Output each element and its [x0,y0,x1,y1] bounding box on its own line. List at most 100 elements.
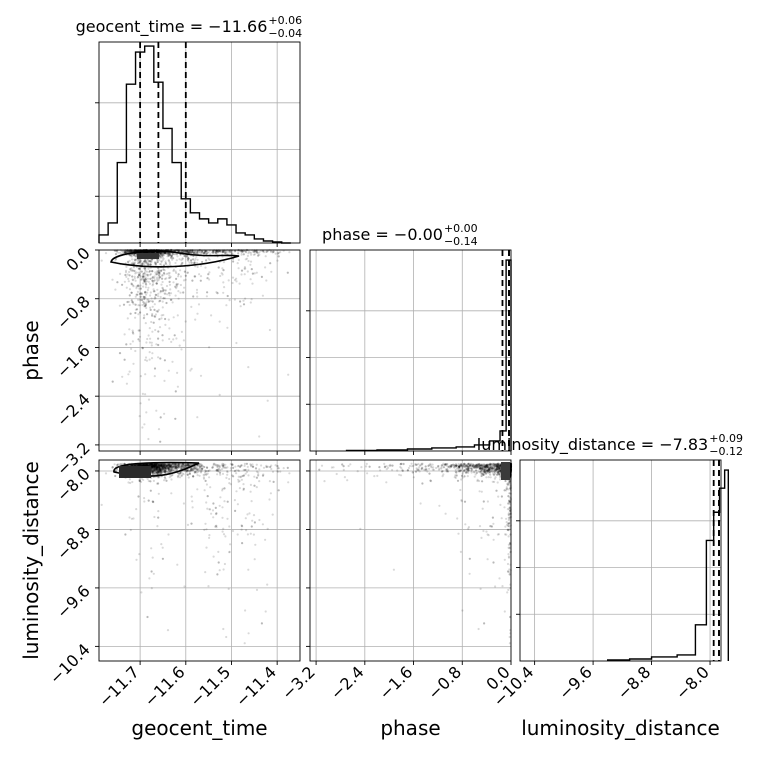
scatter-point [157,510,160,513]
scatter-point [215,251,218,254]
scatter-point [231,463,234,466]
scatter-point [142,478,145,481]
scatter-point [157,272,160,275]
scatter-point [261,474,265,477]
scatter-point [187,257,190,260]
scatter-point [163,292,166,295]
scatter-point [137,273,141,277]
scatter-point [255,271,258,274]
scatter-point [235,472,238,475]
scatter-point [132,254,135,257]
scatter-point [277,467,280,470]
scatter-point [177,275,180,278]
scatter-point [159,440,162,443]
scatter-point [128,303,131,307]
scatter-point [174,417,177,420]
scatter-point [133,275,136,278]
scatter-point [217,266,220,269]
scatter-point [167,464,170,467]
scatter-point [253,250,256,253]
scatter-point [144,322,147,325]
scatter-point [119,251,122,254]
scatter-point [270,270,273,273]
scatter-point [148,358,151,361]
scatter-point [232,466,235,469]
scatter-point [179,291,182,294]
scatter-point [161,306,164,309]
scatter-point [147,263,150,266]
scatter-point [147,300,150,303]
scatter-point [159,275,162,278]
scatter-point [194,252,197,255]
scatter-point [195,291,199,294]
scatter-point [481,507,484,510]
scatter-point [137,329,140,332]
scatter-point [246,254,249,257]
scatter-point [166,253,169,256]
scatter-point [149,263,152,266]
scatter-point [134,295,137,298]
scatter-point [155,273,159,276]
scatter-point [142,463,146,466]
scatter-point [243,250,246,253]
scatter-point [135,287,138,290]
scatter-point [190,251,193,254]
scatter-point [163,479,166,482]
scatter-point [147,286,150,289]
scatter-point [212,464,215,467]
scatter-point [229,250,232,253]
scatter-point [188,261,191,264]
scatter-point [207,273,210,276]
scatter-point [127,300,130,303]
scatter-point [173,462,176,466]
scatter-point [163,273,166,276]
scatter-point [188,251,191,254]
scatter-point [217,250,220,253]
scatter-point [153,471,156,474]
scatter-point [186,473,190,476]
scatter-point [180,330,183,333]
scatter-point [164,289,168,292]
scatter-point [133,464,137,467]
scatter-point [431,463,434,466]
scatter-point [113,463,116,466]
scatter-point [124,533,127,536]
scatter-point [170,254,173,257]
scatter-point [212,251,215,254]
scatter-point [139,295,142,298]
scatter-point [142,303,146,306]
scatter-point [271,251,274,254]
scatter-point [479,587,482,591]
scatter-point [188,251,191,254]
scatter-point [245,470,249,474]
scatter-point [133,269,136,273]
scatter-point [286,466,289,469]
scatter-point [268,498,271,501]
scatter-point [257,254,260,257]
scatter-point [145,301,148,304]
scatter-point [145,261,148,264]
scatter-point [228,250,231,253]
scatter-point [230,469,233,472]
scatter-point [142,273,145,276]
scatter-point [219,473,222,476]
scatter-point [167,251,170,255]
scatter-point [125,343,128,346]
scatter-point [168,463,171,466]
scatter-point [180,263,183,266]
scatter-point [138,261,141,264]
scatter-point [228,477,231,481]
scatter-point [157,292,160,295]
scatter-point [130,254,133,257]
scatter-point [167,467,170,470]
scatter-point [265,465,268,469]
scatter-point [148,269,151,273]
scatter-point [242,488,245,492]
scatter-point [204,251,207,254]
scatter-point [182,339,185,342]
scatter-point [269,262,272,265]
scatter-point [198,251,201,254]
scatter-point [123,280,126,283]
scatter-point [177,273,180,276]
scatter-point [159,290,162,293]
